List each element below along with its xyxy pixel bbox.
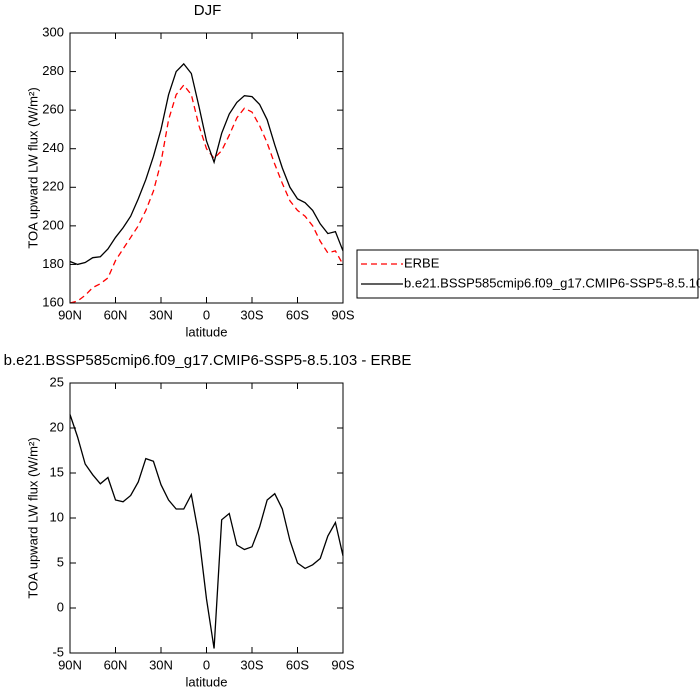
x-tick-label: 60S [286,657,309,672]
data-line [69,414,344,649]
data-line [69,84,344,304]
y-tick-label: 25 [50,374,64,389]
y-tick-label: 240 [42,140,64,155]
x-tick-label: 60S [286,307,309,322]
x-tick-label: 90N [58,657,82,672]
y-tick-label: 0 [57,599,64,614]
x-tick-label: 90S [331,307,354,322]
y-tick-label: 260 [42,102,64,117]
legend-label: b.e21.BSSP585cmip6.f09_g17.CMIP6-SSP5-8.… [404,275,700,290]
x-tick-label: 30S [240,307,263,322]
y-tick-label: 20 [50,419,64,434]
y-tick-label: -5 [52,644,64,659]
x-tick-label: 30S [240,657,263,672]
y-tick-label: 200 [42,217,64,232]
plot-frame [69,32,344,304]
chart-title: b.e21.BSSP585cmip6.f09_g17.CMIP6-SSP5-8.… [4,352,412,369]
y-tick-label: 180 [42,256,64,271]
x-tick-label: 90S [331,657,354,672]
x-tick-label: 0 [203,657,210,672]
plot-frame [69,382,344,654]
x-tick-label: 30N [149,307,173,322]
x-tick-label: 90N [58,307,82,322]
y-tick-label: 10 [50,509,64,524]
x-tick-label: 60N [104,307,128,322]
chart-title: DJF [194,2,222,19]
data-line [69,62,344,266]
y-tick-label: 300 [42,24,64,39]
x-tick-label: 60N [104,657,128,672]
x-tick-label: 0 [203,307,210,322]
y-tick-label: 220 [42,179,64,194]
y-tick-label: 280 [42,63,64,78]
y-axis-label: TOA upward LW flux (W/m²) [25,87,40,248]
x-axis-label: latitude [186,324,228,339]
legend-box [356,249,699,299]
legend-label: ERBE [404,255,440,270]
x-tick-label: 30N [149,657,173,672]
y-tick-label: 5 [57,554,64,569]
y-tick-label: 160 [42,294,64,309]
x-axis-label: latitude [186,674,228,689]
y-tick-label: 15 [50,464,64,479]
y-axis-label: TOA upward LW flux (W/m²) [25,437,40,598]
